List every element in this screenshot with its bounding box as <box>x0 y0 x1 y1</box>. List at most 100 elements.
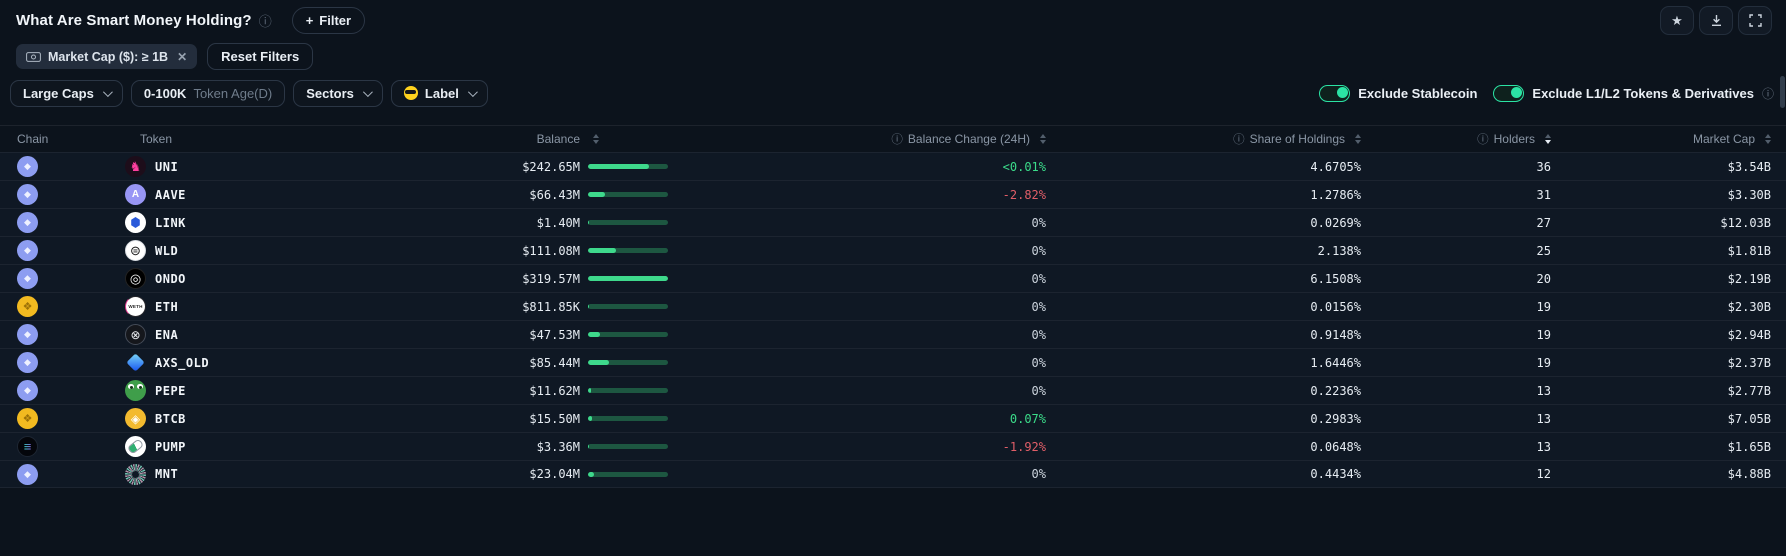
filter-pill-0-100k[interactable]: 0-100K Token Age(D) <box>130 79 286 107</box>
cell-balance-bar <box>580 332 676 337</box>
cell-balance: $319.57M <box>522 271 580 286</box>
info-icon-balance-change[interactable]: ⓘ <box>891 134 903 146</box>
pill-label: Large Caps <box>23 85 94 101</box>
table-row-mnt[interactable]: MNT $23.04M 0% 0.4434% 12 $4.88B <box>0 460 1786 488</box>
column-header-balance-change[interactable]: ⓘ Balance Change (24H) <box>676 131 1046 147</box>
chain-icon-bnb <box>17 408 38 429</box>
column-header-holders[interactable]: ⓘ Holders <box>1361 131 1551 147</box>
cell-share-of-holdings: 0.0648% <box>1310 439 1361 454</box>
filter-pill-label[interactable]: Label <box>390 79 488 107</box>
cell-share-of-holdings: 1.6446% <box>1310 355 1361 370</box>
chevron-down-icon <box>102 86 113 97</box>
cell-balance-change: 0% <box>1031 327 1046 342</box>
cell-balance-change: 0% <box>1031 215 1046 230</box>
balance-bar <box>588 220 668 225</box>
chain-icon-bnb <box>17 296 38 317</box>
favorite-button[interactable]: ★ <box>1660 5 1694 35</box>
add-filter-button[interactable]: + Filter <box>291 6 366 34</box>
cell-balance: $242.65M <box>522 159 580 174</box>
token-icon-aave <box>125 184 146 205</box>
cell-holders: 27 <box>1536 215 1551 230</box>
column-header-token: Token <box>140 132 173 146</box>
title-info-icon[interactable]: ⓘ <box>258 13 272 29</box>
token-icon-eth <box>125 296 146 317</box>
cell-market-cap: $2.30B <box>1727 299 1771 314</box>
download-button[interactable] <box>1699 5 1733 35</box>
chain-icon-ethereum <box>17 240 38 261</box>
chip-close-icon[interactable]: ✕ <box>177 49 188 64</box>
cell-balance-change: <0.01% <box>1002 159 1046 174</box>
column-header-market-cap[interactable]: Market Cap <box>1551 132 1771 146</box>
token-symbol: PEPE <box>155 383 186 398</box>
info-icon-exclude-l1-l2-tokens-derivatives[interactable]: ⓘ <box>1761 86 1774 101</box>
table-row-btcb[interactable]: BTCB $15.50M 0.07% 0.2983% 13 $7.05B <box>0 404 1786 432</box>
balance-bar <box>588 248 668 253</box>
filter-pill-large-caps[interactable]: Large Caps <box>10 79 123 107</box>
toggle-switch-exclude-stablecoin[interactable] <box>1319 84 1351 102</box>
balance-bar-fill <box>588 416 592 421</box>
cell-market-cap: $2.94B <box>1727 327 1771 342</box>
table-row-uni[interactable]: UNI $242.65M <0.01% 4.6705% 36 $3.54B <box>0 152 1786 180</box>
table-row-ondo[interactable]: ONDO $319.57M 0% 6.1508% 20 $2.19B <box>0 264 1786 292</box>
cell-holders: 31 <box>1536 187 1551 202</box>
table-row-wld[interactable]: WLD $111.08M 0% 2.138% 25 $1.81B <box>0 236 1786 264</box>
cell-token: MNT <box>112 463 460 485</box>
cell-holders: 12 <box>1536 467 1551 481</box>
table-row-axs-old[interactable]: AXS_OLD $85.44M 0% 1.6446% 19 $2.37B <box>0 348 1786 376</box>
cell-holders: 20 <box>1536 271 1551 286</box>
token-symbol: WLD <box>155 243 179 258</box>
cell-balance-change: -1.92% <box>1002 439 1046 454</box>
token-icon-link <box>125 212 146 233</box>
table-row-aave[interactable]: AAVE $66.43M -2.82% 1.2786% 31 $3.30B <box>0 180 1786 208</box>
table-row-eth[interactable]: ETH $811.85K 0% 0.0156% 19 $2.30B <box>0 292 1786 320</box>
star-icon: ★ <box>1671 12 1683 28</box>
cell-share-of-holdings: 6.1508% <box>1310 271 1361 286</box>
page-title: What Are Smart Money Holding? <box>16 11 252 29</box>
sort-icon-holders[interactable] <box>1545 134 1551 144</box>
table-row-link[interactable]: LINK $1.40M 0% 0.0269% 27 $12.03B <box>0 208 1786 236</box>
pill-label: Sectors <box>306 85 354 101</box>
cell-holders: 19 <box>1536 299 1551 314</box>
fullscreen-button[interactable] <box>1738 5 1772 35</box>
market-cap-filter-chip[interactable]: Market Cap ($): ≥ 1B ✕ <box>16 44 198 69</box>
token-symbol: ETH <box>155 299 179 314</box>
cell-balance: $3.36M <box>536 439 580 454</box>
cell-share-of-holdings: 2.138% <box>1317 243 1361 258</box>
toggle-switch-exclude-l1-l2-tokens-derivatives[interactable] <box>1493 84 1525 102</box>
balance-bar <box>588 192 668 197</box>
cell-token: PUMP <box>112 436 460 457</box>
table-row-pepe[interactable]: PEPE $11.62M 0% 0.2236% 13 $2.77B <box>0 376 1786 404</box>
column-header-share-of-holdings[interactable]: ⓘ Share of Holdings <box>1046 131 1361 147</box>
balance-bar <box>588 164 668 169</box>
info-icon-holders[interactable]: ⓘ <box>1477 134 1489 146</box>
token-symbol: AXS_OLD <box>155 355 210 370</box>
pill-label: 0-100K <box>143 85 187 101</box>
cell-chain <box>0 352 112 373</box>
cell-balance-bar <box>580 220 676 225</box>
cell-chain <box>0 324 112 345</box>
cell-holders: 13 <box>1536 383 1551 398</box>
sort-icon-balance[interactable] <box>593 134 599 144</box>
chevron-down-icon <box>467 86 478 97</box>
balance-bar-fill <box>588 388 591 393</box>
scrollbar-thumb[interactable] <box>1780 76 1785 108</box>
cell-market-cap: $2.19B <box>1727 271 1771 286</box>
balance-bar <box>588 388 668 393</box>
filter-pill-sectors[interactable]: Sectors <box>293 79 383 107</box>
info-icon-share-of-holdings[interactable]: ⓘ <box>1233 134 1245 146</box>
cell-chain <box>0 156 112 177</box>
table-row-pump[interactable]: PUMP $3.36M -1.92% 0.0648% 13 $1.65B <box>0 432 1786 460</box>
chain-icon-ethereum <box>17 268 38 289</box>
cell-balance-bar <box>580 444 676 449</box>
sort-icon-market-cap[interactable] <box>1765 134 1771 144</box>
column-header-balance[interactable]: Balance <box>536 132 580 146</box>
token-symbol: PUMP <box>155 439 186 454</box>
sort-icon-balance-change[interactable] <box>1040 134 1046 144</box>
token-symbol: UNI <box>155 159 179 174</box>
table-row-ena[interactable]: ENA $47.53M 0% 0.9148% 19 $2.94B <box>0 320 1786 348</box>
smart-money-emoji-icon <box>403 86 418 100</box>
toggle-label: Exclude L1/L2 Tokens & Derivatives <box>1532 85 1754 101</box>
reset-filters-button[interactable]: Reset Filters <box>207 43 314 70</box>
balance-bar-fill <box>588 332 600 337</box>
sort-icon-share-of-holdings[interactable] <box>1355 134 1361 144</box>
